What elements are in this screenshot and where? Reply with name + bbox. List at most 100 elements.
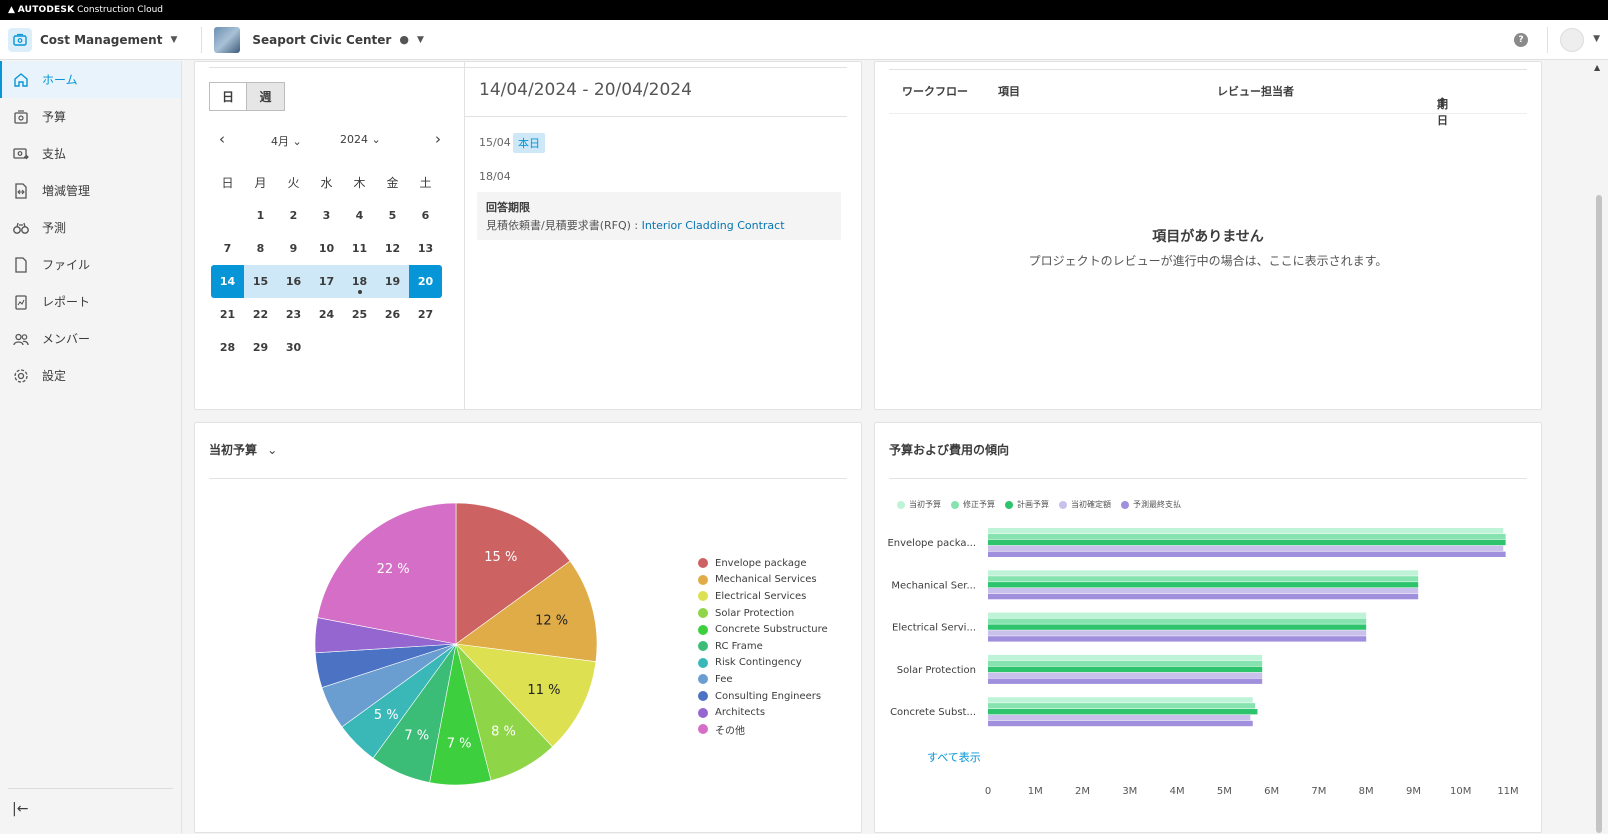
bar[interactable] [988, 654, 1263, 661]
bar[interactable] [988, 545, 1504, 552]
bar[interactable] [988, 714, 1251, 721]
legend-item[interactable]: Risk Contingency [698, 655, 828, 672]
sidebar-item-files[interactable]: ファイル [0, 246, 181, 283]
sidebar-item-reports[interactable]: レポート [0, 283, 181, 320]
bar[interactable] [988, 697, 1253, 703]
calendar-day[interactable]: 24 [318, 308, 335, 321]
calendar-day[interactable]: 17 [310, 265, 343, 298]
bar[interactable] [988, 570, 1419, 576]
bar[interactable] [988, 660, 1263, 667]
bar[interactable] [988, 539, 1506, 546]
scrollbar[interactable]: ▲ [1590, 61, 1608, 833]
sidebar-item-change-orders[interactable]: 増減管理 [0, 172, 181, 209]
column-reviewer[interactable]: レビュー担当者 [1217, 85, 1294, 98]
bar[interactable] [988, 630, 1367, 636]
calendar-day[interactable]: 27 [417, 308, 434, 321]
calendar-day[interactable]: 2 [289, 209, 298, 222]
calendar-day[interactable]: 10 [318, 242, 335, 255]
calendar-day[interactable]: 26 [384, 308, 401, 321]
pie-slice[interactable] [317, 502, 457, 645]
legend-item[interactable]: 計画予算 [1005, 499, 1049, 510]
calendar-day[interactable]: 15 [244, 265, 277, 298]
bar[interactable] [988, 618, 1367, 624]
sidebar-item-settings[interactable]: 設定 [0, 357, 181, 394]
agenda-event[interactable]: 回答期限 見積依頼書/見積要求書(RFQ) : Interior Claddin… [477, 192, 841, 240]
calendar-day[interactable]: 7 [223, 242, 232, 255]
calendar-day[interactable]: 8 [256, 242, 265, 255]
legend-item[interactable]: Mechanical Services [698, 572, 828, 589]
calendar-day[interactable]: 30 [285, 341, 302, 354]
sidebar-item-home[interactable]: ホーム [0, 61, 181, 98]
scroll-thumb[interactable] [1596, 195, 1602, 833]
bar[interactable] [988, 666, 1263, 673]
calendar-day[interactable]: 19 [376, 265, 409, 298]
calendar-day[interactable]: 18 [343, 265, 376, 298]
legend-item[interactable]: RC Frame [698, 638, 828, 655]
chevron-down-icon[interactable]: ▼ [1593, 34, 1600, 44]
bar[interactable] [988, 528, 1504, 534]
chevron-right-icon[interactable]: › [435, 130, 441, 148]
legend-item[interactable]: Architects [698, 704, 828, 721]
calendar-day[interactable]: 22 [252, 308, 269, 321]
calendar-day[interactable]: 5 [388, 209, 397, 222]
show-all-link[interactable]: すべて表示 [927, 751, 981, 764]
calendar-day[interactable]: 12 [384, 242, 401, 255]
legend-item[interactable]: その他 [698, 721, 828, 738]
calendar-day[interactable]: 4 [355, 209, 364, 222]
day-view-button[interactable]: 日 [209, 82, 247, 111]
bar[interactable] [988, 582, 1419, 588]
sidebar-item-budget[interactable]: 予算 [0, 98, 181, 135]
sidebar-item-members[interactable]: メンバー [0, 320, 181, 357]
calendar-day[interactable]: 28 [219, 341, 236, 354]
bar[interactable] [988, 533, 1506, 540]
card-title[interactable]: 当初予算 ⌄ [209, 443, 278, 457]
module-icon[interactable] [8, 27, 32, 52]
bar[interactable] [988, 576, 1419, 582]
calendar-day[interactable]: 20 [409, 265, 442, 298]
module-switcher[interactable]: Cost Management [40, 32, 163, 47]
event-link[interactable]: Interior Cladding Contract [641, 219, 785, 232]
sidebar-item-forecast[interactable]: 予測 [0, 209, 181, 246]
month-select[interactable]: 4月 ⌄ [271, 135, 302, 148]
week-view-button[interactable]: 週 [247, 82, 285, 111]
project-switcher[interactable]: Seaport Civic Center [252, 32, 392, 47]
calendar-day[interactable]: 16 [277, 265, 310, 298]
year-select[interactable]: 2024 ⌄ [340, 133, 381, 146]
collapse-sidebar-icon[interactable]: |← [12, 801, 29, 817]
pie-slice[interactable] [455, 560, 598, 663]
bar[interactable] [988, 720, 1253, 727]
calendar-day[interactable]: 29 [252, 341, 269, 354]
bar[interactable] [988, 612, 1367, 618]
bar[interactable] [988, 624, 1367, 630]
column-workflow[interactable]: ワークフロー [902, 85, 968, 98]
calendar-day[interactable]: 21 [219, 308, 236, 321]
bar[interactable] [988, 672, 1263, 678]
chevron-down-icon[interactable]: ▼ [416, 34, 424, 45]
calendar-day[interactable]: 14 [211, 265, 244, 298]
legend-item[interactable]: 修正予算 [951, 499, 995, 510]
bar[interactable] [988, 593, 1419, 600]
bar[interactable] [988, 678, 1263, 684]
calendar-day[interactable]: 23 [285, 308, 302, 321]
chevron-left-icon[interactable]: ‹ [219, 130, 225, 148]
avatar[interactable] [1560, 28, 1584, 52]
chevron-down-icon[interactable]: ⌄ [267, 443, 278, 457]
legend-item[interactable]: Envelope package [698, 555, 828, 572]
bar[interactable] [988, 709, 1258, 715]
pie-slice[interactable] [455, 502, 571, 645]
bar[interactable] [988, 551, 1506, 557]
calendar-day[interactable]: 6 [421, 209, 430, 222]
calendar-day[interactable]: 3 [322, 209, 331, 222]
legend-item[interactable]: Solar Protection [698, 605, 828, 622]
legend-item[interactable]: 当初予算 [897, 499, 941, 510]
bar[interactable] [988, 588, 1419, 594]
column-item[interactable]: 項目 [998, 85, 1020, 98]
pie-slice[interactable] [455, 643, 597, 748]
scroll-up-icon[interactable]: ▲ [1594, 63, 1601, 72]
legend-item[interactable]: 予測最終支払 [1121, 499, 1181, 510]
sidebar-item-payment[interactable]: 支払 [0, 135, 181, 172]
calendar-day[interactable]: 13 [417, 242, 434, 255]
legend-item[interactable]: Fee [698, 671, 828, 688]
sort-arrow-up-icon[interactable]: ↑ [1437, 96, 1448, 111]
calendar-day[interactable]: 9 [289, 242, 298, 255]
